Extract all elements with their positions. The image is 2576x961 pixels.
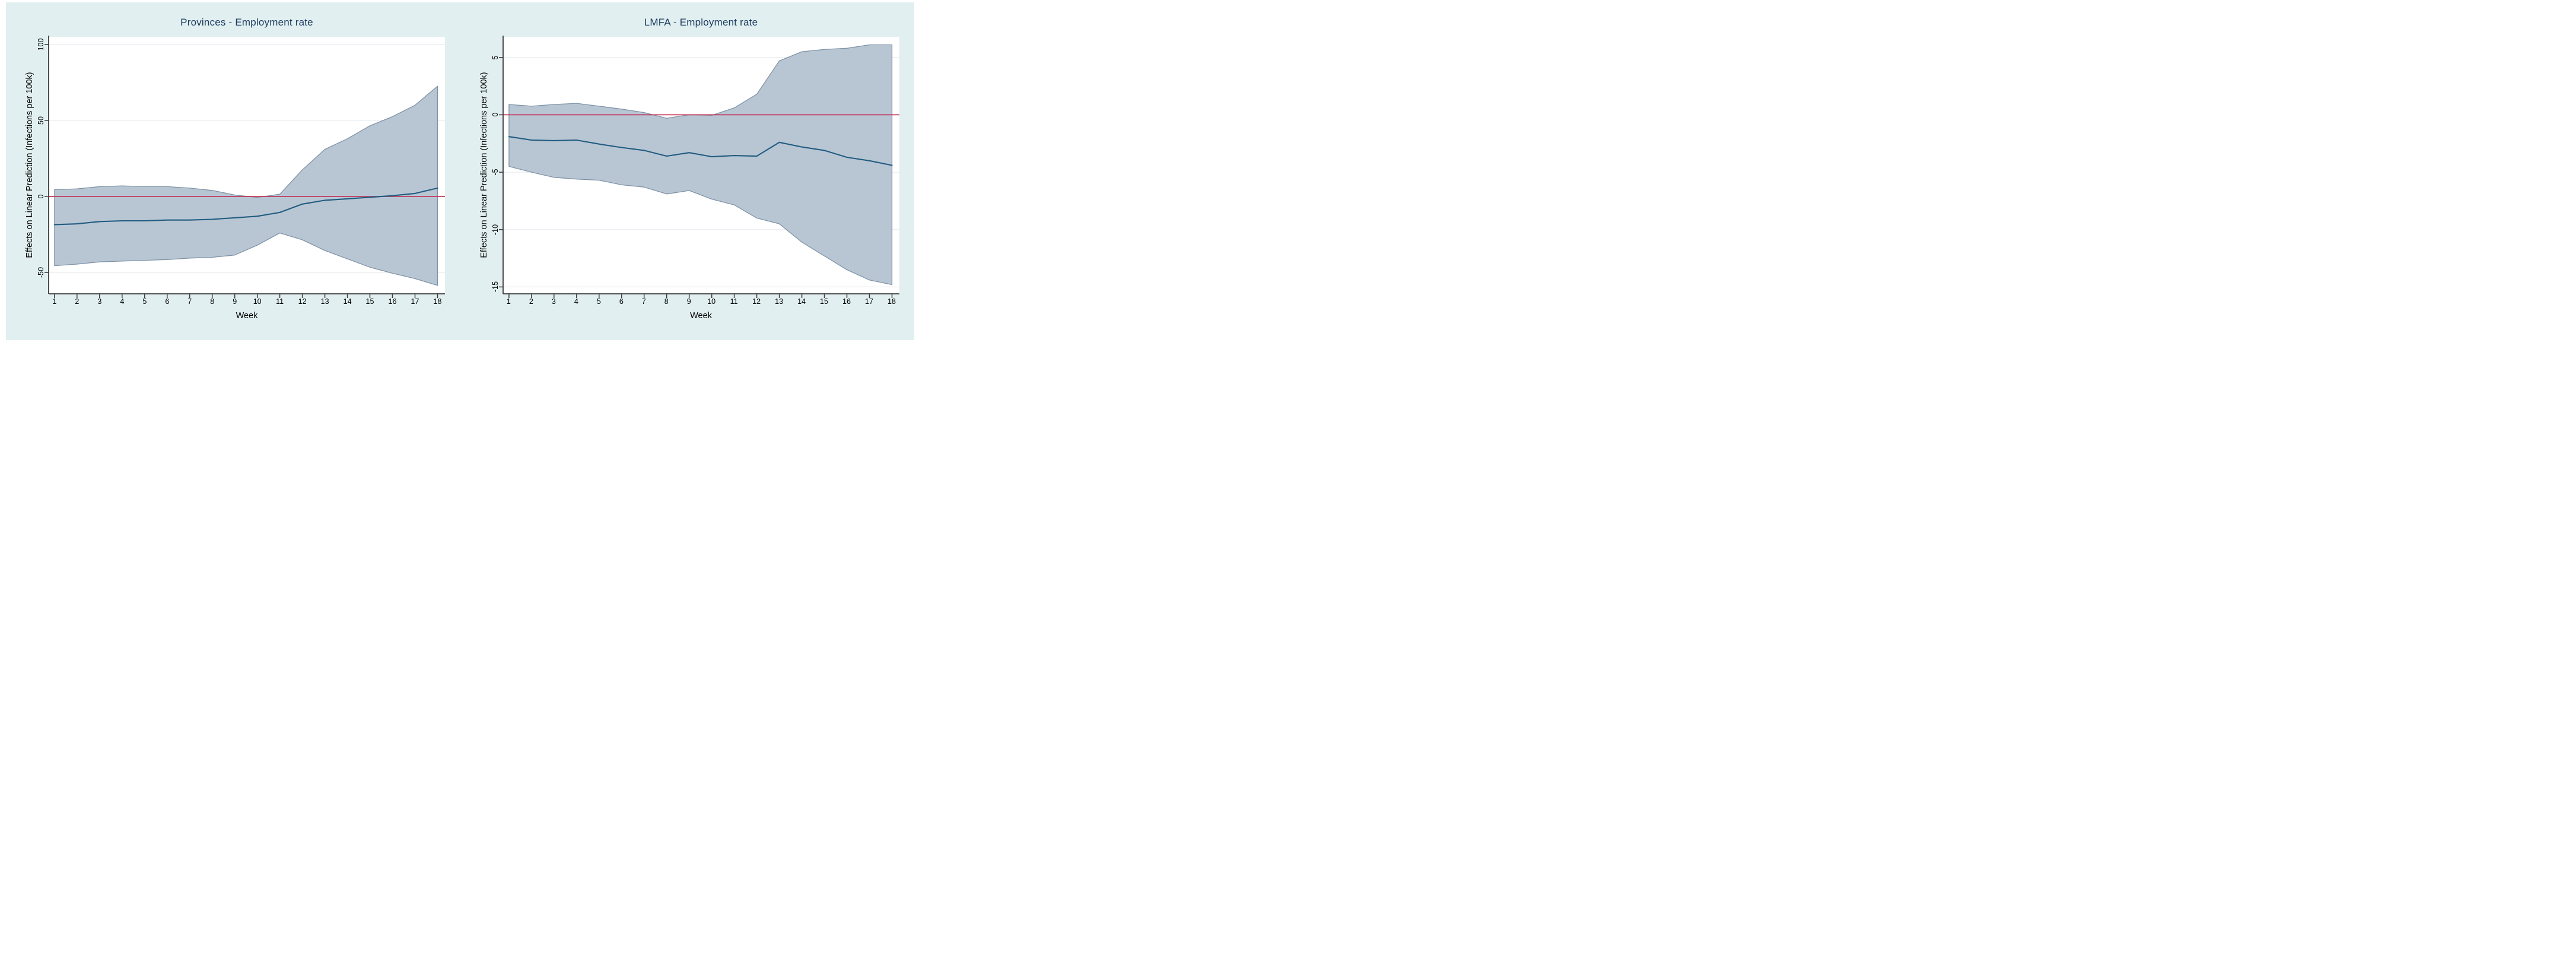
- x-tick-labels: 1 2 3 4 5 6 7 8 9 10 11 12 13 14 15 16 17 18: [503, 297, 899, 308]
- x-tick-label: 6: [165, 297, 170, 306]
- x-tick-label: 11: [276, 297, 284, 306]
- x-axis-label: Week: [236, 311, 258, 321]
- x-tick-label: 6: [619, 297, 624, 306]
- x-tick-label: 3: [97, 297, 102, 306]
- y-tick-label: 0: [491, 112, 500, 117]
- confidence-band: [508, 44, 892, 286]
- y-tick-label: -10: [491, 224, 500, 235]
- chart-panel-provinces: Provinces - Employment rate Effects on L…: [6, 2, 460, 340]
- x-tick-label: 14: [343, 297, 352, 306]
- x-tick-labels: 1 2 3 4 5 6 7 8 9 10 11 12 13 14 15 16 17 18: [49, 297, 445, 308]
- x-tick-label: 1: [506, 297, 511, 306]
- x-tick-label: 8: [210, 297, 215, 306]
- plot-area: [498, 36, 899, 298]
- plot-area: [44, 36, 445, 298]
- y-tick-labels: 5 0 -5 -10 -15: [488, 37, 503, 294]
- x-tick-label: 16: [388, 297, 397, 306]
- x-tick-label: 14: [797, 297, 806, 306]
- y-tick-label: 50: [37, 116, 45, 125]
- y-tick-label: -50: [37, 267, 45, 278]
- x-tick-label: 15: [820, 297, 828, 306]
- y-tick-label: 100: [37, 38, 45, 51]
- y-tick-label: -15: [491, 281, 500, 293]
- x-tick-label: 9: [233, 297, 237, 306]
- x-tick-label: 3: [551, 297, 556, 306]
- x-tick-label: 2: [75, 297, 79, 306]
- chart-title: LMFA - Employment rate: [644, 17, 758, 28]
- x-tick-label: 12: [298, 297, 307, 306]
- x-tick-label: 7: [187, 297, 192, 306]
- x-tick-label: 11: [730, 297, 738, 306]
- x-axis-label: Week: [690, 311, 712, 321]
- x-tick-label: 15: [365, 297, 374, 306]
- x-tick-label: 18: [433, 297, 442, 306]
- x-tick-label: 12: [752, 297, 761, 306]
- effect-line: [53, 187, 438, 226]
- figure-background: Provinces - Employment rate Effects on L…: [6, 2, 914, 340]
- page: Provinces - Employment rate Effects on L…: [0, 0, 920, 343]
- chart-title: Provinces - Employment rate: [180, 17, 313, 28]
- x-tick-label: 10: [253, 297, 262, 306]
- x-tick-label: 16: [842, 297, 851, 306]
- x-tick-label: 18: [888, 297, 896, 306]
- y-tick-label: 0: [37, 194, 45, 199]
- x-tick-label: 1: [52, 297, 57, 306]
- x-tick-label: 4: [120, 297, 125, 306]
- x-tick-label: 13: [775, 297, 784, 306]
- y-tick-label: -5: [491, 169, 500, 176]
- x-tick-label: 2: [529, 297, 533, 306]
- x-tick-label: 5: [596, 297, 601, 306]
- confidence-band: [54, 85, 438, 286]
- x-tick-label: 8: [664, 297, 669, 306]
- chart-panel-lmfa: LMFA - Employment rate Effects on Linear…: [460, 2, 915, 340]
- x-tick-label: 17: [411, 297, 419, 306]
- x-tick-label: 17: [865, 297, 873, 306]
- x-tick-label: 7: [641, 297, 646, 306]
- y-tick-labels: 100 50 0 -50: [33, 37, 49, 294]
- x-tick-label: 9: [686, 297, 691, 306]
- x-tick-label: 13: [320, 297, 329, 306]
- x-tick-label: 5: [142, 297, 147, 306]
- y-tick-label: 5: [491, 55, 500, 60]
- effect-line: [508, 136, 893, 166]
- x-tick-label: 10: [707, 297, 716, 306]
- x-tick-label: 4: [574, 297, 578, 306]
